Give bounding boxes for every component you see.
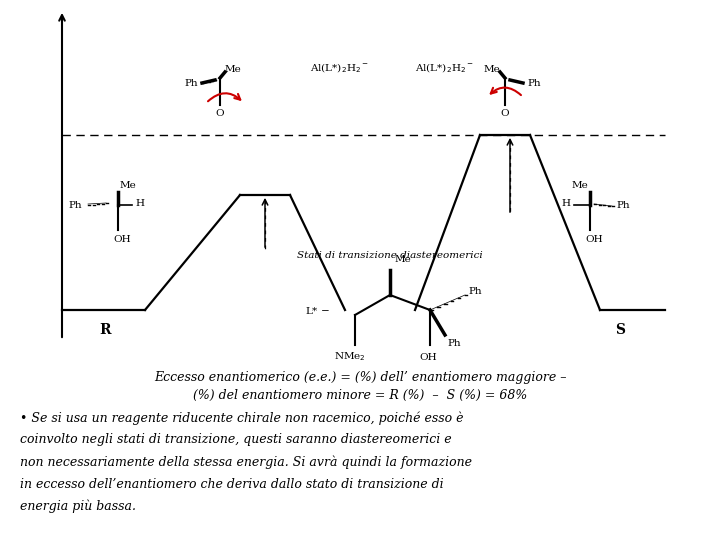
Text: Ph: Ph <box>68 200 82 210</box>
Text: Ph: Ph <box>468 287 482 296</box>
Text: Me: Me <box>395 255 412 265</box>
Text: H: H <box>561 199 570 208</box>
Text: Al(L*)$_2$H$_2$$^-$: Al(L*)$_2$H$_2$$^-$ <box>415 61 474 75</box>
Text: S: S <box>615 323 625 337</box>
Text: OH: OH <box>113 235 130 245</box>
Text: OH: OH <box>585 235 603 245</box>
Text: in eccesso dell’enantiomero che deriva dallo stato di transizione di: in eccesso dell’enantiomero che deriva d… <box>20 477 444 490</box>
Text: L* $-$: L* $-$ <box>305 305 330 315</box>
Text: Eccesso enantiomerico (e.e.) = (%) dell’ enantiomero maggiore –: Eccesso enantiomerico (e.e.) = (%) dell’… <box>154 372 566 384</box>
Text: • Se si usa un reagente riducente chirale non racemico, poiché esso è: • Se si usa un reagente riducente chiral… <box>20 411 464 425</box>
Text: Me: Me <box>120 180 137 190</box>
Text: H: H <box>135 199 144 208</box>
Text: (%) del enantiomero minore = R (%)  –  S (%) = 68%: (%) del enantiomero minore = R (%) – S (… <box>193 388 527 402</box>
Text: energia più bassa.: energia più bassa. <box>20 500 136 513</box>
Text: Ph: Ph <box>184 78 198 87</box>
Text: Al(L*)$_2$H$_2$$^-$: Al(L*)$_2$H$_2$$^-$ <box>310 61 369 75</box>
Text: Me: Me <box>571 180 588 190</box>
Text: O: O <box>500 109 509 118</box>
Text: Me: Me <box>483 65 500 75</box>
Text: O: O <box>216 109 225 118</box>
Text: non necessariamente della stessa energia. Si avrà quindi la formazione: non necessariamente della stessa energia… <box>20 455 472 469</box>
Text: R: R <box>99 323 111 337</box>
Text: Ph: Ph <box>527 78 541 87</box>
Text: OH: OH <box>419 353 437 361</box>
Text: Ph: Ph <box>616 200 629 210</box>
Text: NMe$_2$: NMe$_2$ <box>334 350 366 363</box>
Text: Ph: Ph <box>447 339 461 348</box>
Text: Stati di transizione diastereomerici: Stati di transizione diastereomerici <box>297 251 483 260</box>
Text: coinvolto negli stati di transizione, questi saranno diastereomerici e: coinvolto negli stati di transizione, qu… <box>20 434 451 447</box>
Text: Me: Me <box>225 65 242 75</box>
